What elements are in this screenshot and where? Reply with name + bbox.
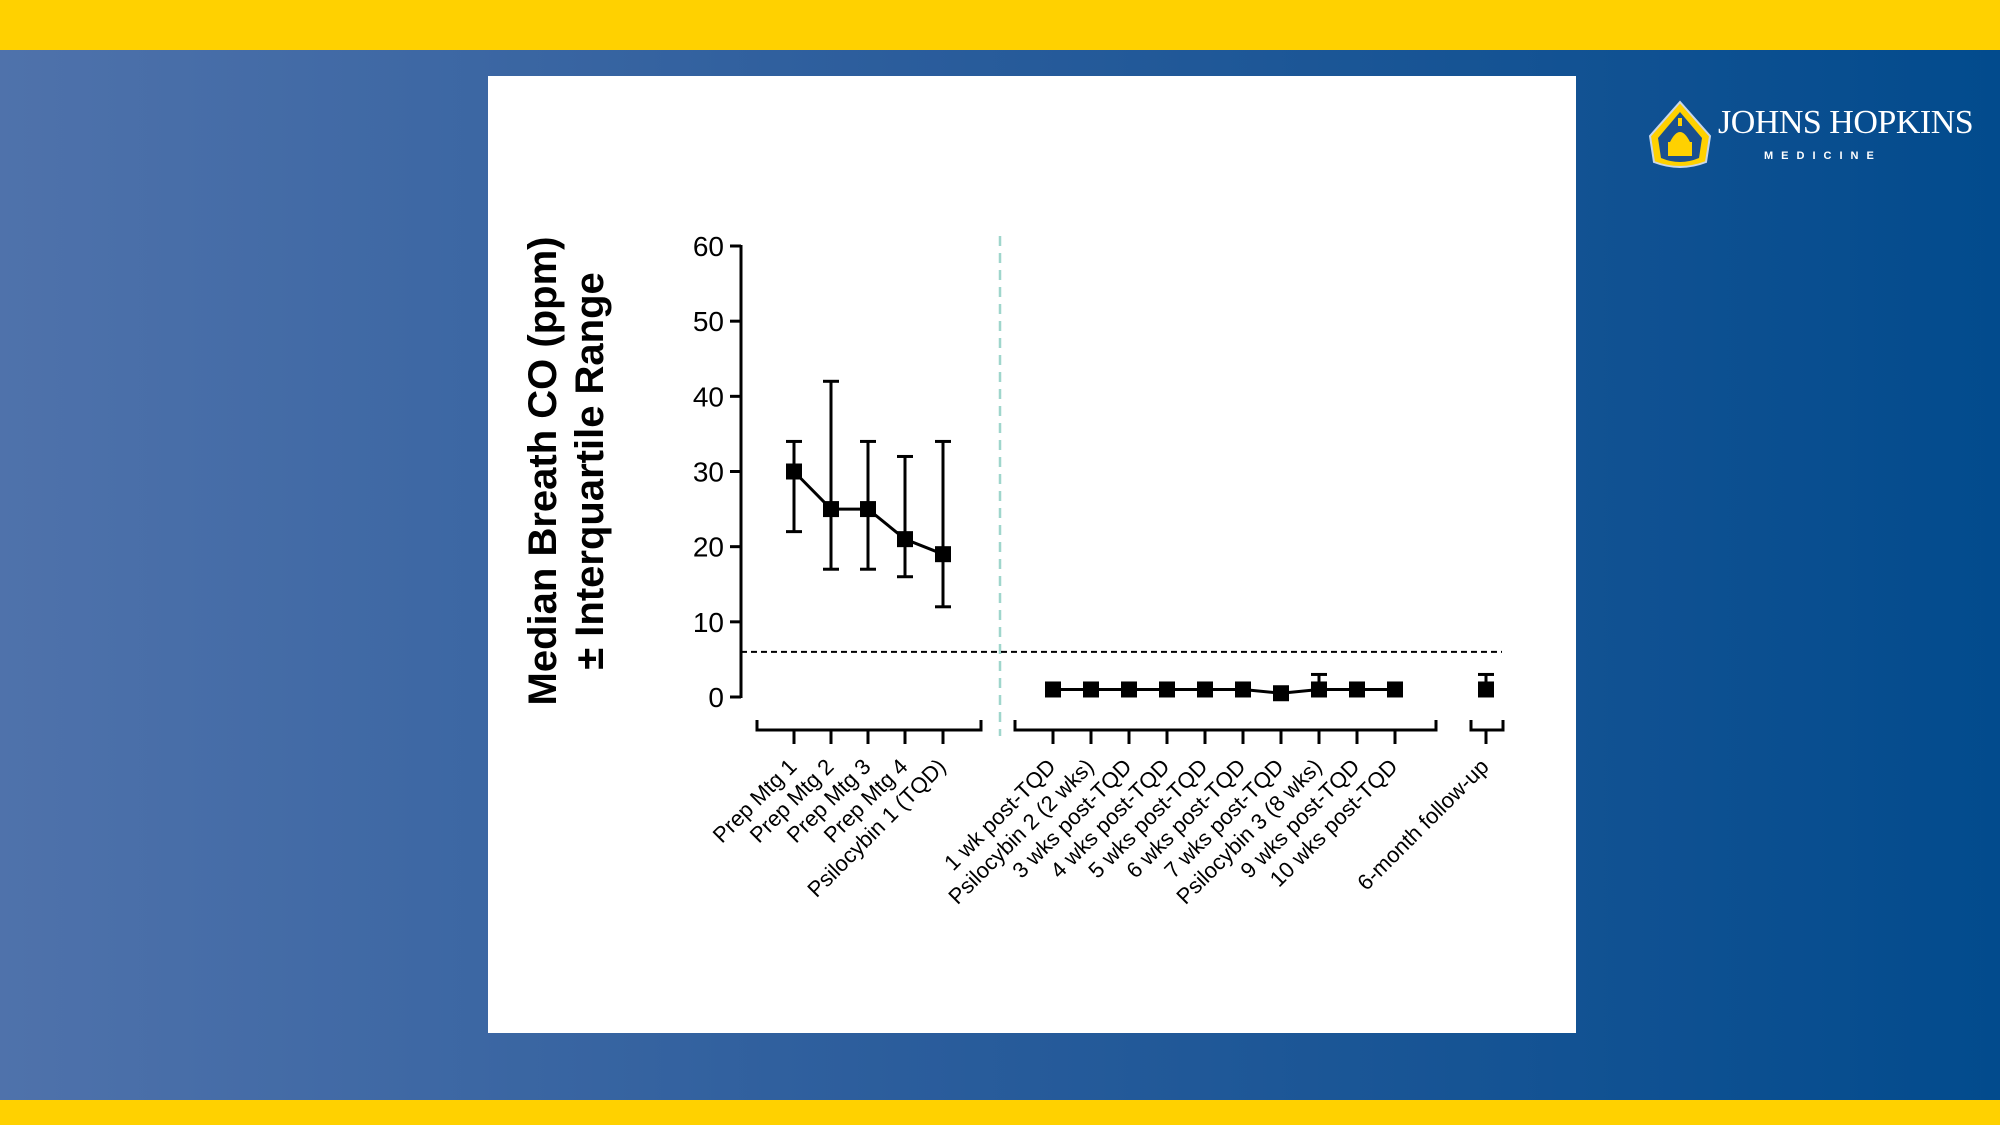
- chart-panel: 0 10 20 30 40 50 60 Median Breath CO (ppm) ± I…: [488, 76, 1576, 1033]
- logo-wordmark: JOHNS HOPKINS: [1718, 104, 1974, 141]
- data-point: [786, 463, 802, 480]
- y-axis-label-line2: ± Interquartile Range: [568, 272, 612, 670]
- johns-hopkins-logo: JOHNS HOPKINS MEDICINE: [1646, 100, 1974, 172]
- data-point: [1235, 681, 1251, 698]
- y-axis: 0 10 20 30 40 50 60: [693, 231, 743, 713]
- data-point: [1273, 685, 1289, 702]
- y-tick-label: 30: [693, 457, 724, 488]
- data-point: [897, 531, 913, 548]
- data-point: [823, 501, 839, 518]
- data-point: [1083, 681, 1099, 698]
- data-point: [1045, 681, 1061, 698]
- y-tick-label: 10: [693, 607, 724, 638]
- y-axis-label-line1: Median Breath CO (ppm): [521, 237, 565, 706]
- bottom-accent-band: [0, 1100, 2000, 1125]
- data-point: [1121, 681, 1137, 698]
- data-point: [1387, 681, 1403, 698]
- logo-subtitle: MEDICINE: [1764, 150, 1882, 162]
- y-tick-label: 60: [693, 231, 724, 262]
- data-point: [935, 546, 951, 563]
- y-tick-label: 20: [693, 532, 724, 563]
- data-point: [860, 501, 876, 518]
- y-tick-label: 50: [693, 306, 724, 337]
- breath-co-chart: 0 10 20 30 40 50 60 Median Breath CO (ppm) ± I…: [521, 231, 1505, 909]
- top-accent-band: [0, 0, 2000, 50]
- data-point: [1159, 681, 1175, 698]
- y-tick-label: 0: [708, 682, 724, 713]
- data-point: [1478, 681, 1494, 698]
- data-point: [1349, 681, 1365, 698]
- data-point: [1311, 681, 1327, 698]
- johns-hopkins-shield-icon: [1648, 100, 1712, 168]
- series-line: [1053, 687, 1395, 695]
- data-point: [1197, 681, 1213, 698]
- y-tick-label: 40: [693, 381, 724, 412]
